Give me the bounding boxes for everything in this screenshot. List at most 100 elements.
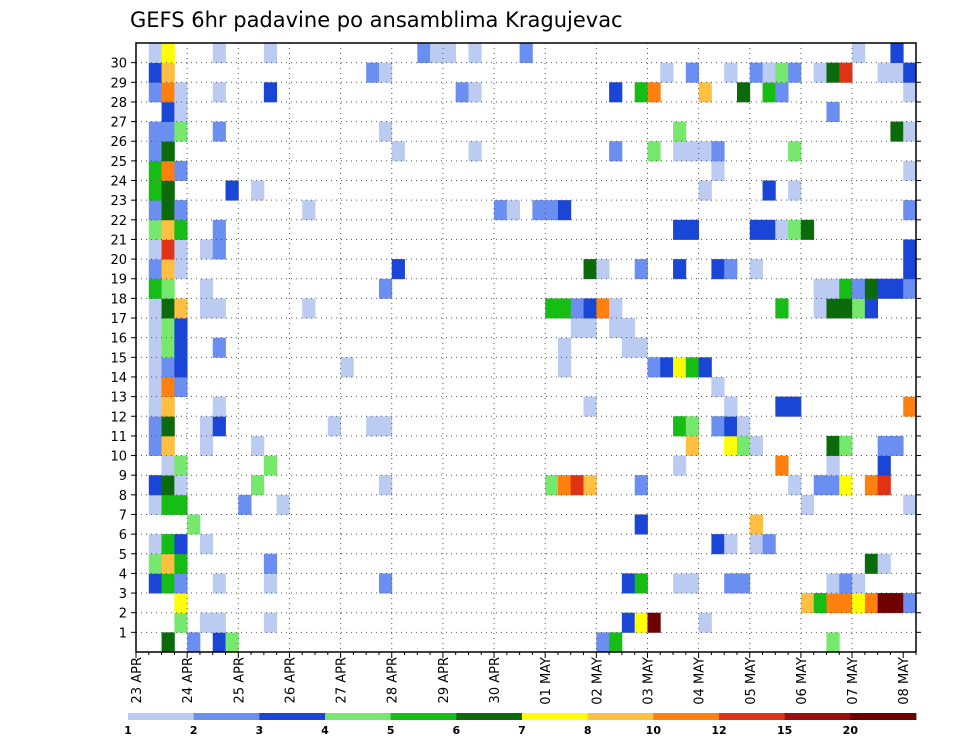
heatmap-cell (749, 534, 763, 555)
heatmap-cell (775, 396, 789, 417)
heatmap-cell (647, 141, 661, 162)
heatmap-cell (174, 593, 188, 614)
heatmap-cell (890, 435, 904, 456)
heatmap-cell (673, 219, 687, 240)
heatmap-cell (161, 219, 175, 240)
heatmap-cell (174, 612, 188, 633)
x-tick-label: 05 MAY (744, 657, 759, 705)
heatmap-cell (161, 455, 175, 476)
heatmap-cell (378, 416, 393, 437)
heatmap-cell (174, 121, 188, 142)
heatmap-cell (212, 632, 226, 653)
heatmap-cell (148, 121, 162, 142)
heatmap-cell (711, 416, 725, 437)
heatmap-cell (455, 82, 469, 103)
heatmap-cell (340, 357, 354, 378)
heatmap-cell (161, 239, 175, 260)
heatmap-cell (174, 494, 188, 515)
heatmap-cell (161, 376, 175, 398)
x-tick-label: 03 MAY (641, 657, 656, 705)
heatmap-cell (302, 298, 316, 319)
y-tick-label: 2 (119, 607, 127, 622)
heatmap-cell (378, 475, 393, 496)
legend-swatch (193, 713, 260, 720)
heatmap-cell (839, 298, 853, 319)
heatmap-cell (800, 593, 815, 614)
heatmap-cell (685, 357, 700, 378)
heatmap-cell (762, 534, 776, 555)
heatmap-cell (749, 219, 763, 240)
heatmap-cell (762, 62, 776, 83)
heatmap-cell (685, 141, 700, 162)
heatmap-cell (212, 219, 226, 240)
heatmap-cell (212, 337, 226, 358)
heatmap-cell (148, 43, 162, 64)
heatmap-cell (174, 160, 188, 181)
heatmap-cell (673, 259, 687, 280)
heatmap-cell (161, 180, 175, 201)
heatmap-cell (263, 612, 278, 633)
heatmap-cell (366, 416, 380, 437)
heatmap-cell (788, 219, 802, 240)
heatmap-cell (736, 416, 751, 437)
heatmap-cell (148, 259, 162, 280)
heatmap-cell (877, 62, 891, 83)
heatmap-cell (788, 62, 802, 83)
heatmap-cell (788, 396, 802, 417)
x-tick-label: 26 APR (283, 657, 298, 703)
heatmap-cell (903, 259, 917, 280)
heatmap-cell (903, 160, 917, 181)
heatmap-cell (890, 43, 904, 64)
y-tick-label: 13 (110, 391, 127, 406)
heatmap-cell (161, 278, 175, 299)
heatmap-cell (148, 200, 162, 221)
legend-label: 10 (646, 724, 662, 737)
heatmap-cell (596, 298, 610, 319)
heatmap-cell (877, 278, 891, 299)
heatmap-cell (903, 396, 917, 417)
heatmap-cell (148, 435, 162, 456)
y-tick-label: 7 (119, 508, 127, 523)
heatmap-cell (366, 62, 380, 83)
heatmap-cell (161, 337, 175, 358)
heatmap-cell (826, 573, 840, 594)
heatmap-cell (148, 376, 162, 398)
legend-label: 12 (711, 724, 726, 737)
heatmap-cell (903, 62, 917, 83)
heatmap-cell (570, 298, 584, 319)
heatmap-cell (775, 219, 789, 240)
heatmap-cell (839, 62, 853, 83)
heatmap-cell (724, 62, 738, 83)
heatmap-cell (762, 180, 776, 201)
heatmap-cell (161, 121, 175, 142)
heatmap-cell (634, 612, 648, 633)
heatmap-cell (148, 298, 162, 319)
x-tick-label: 02 MAY (590, 657, 605, 705)
heatmap-cell (788, 141, 802, 162)
legend-swatch (128, 713, 195, 720)
legend-label: 8 (584, 724, 592, 737)
heatmap-cell (199, 612, 214, 633)
heatmap-cell (161, 43, 175, 64)
heatmap-cell (148, 357, 162, 378)
heatmap-cell (762, 82, 776, 103)
heatmap-cell (839, 278, 853, 299)
heatmap-cell (391, 141, 405, 162)
heatmap-cell (468, 43, 482, 64)
y-tick-label: 30 (110, 57, 127, 72)
heatmap-cell (161, 259, 175, 280)
heatmap-cell (826, 298, 840, 319)
heatmap-cell (903, 239, 917, 260)
y-tick-label: 1 (119, 626, 127, 641)
heatmap-cell (506, 200, 521, 221)
heatmap-cell (187, 632, 201, 653)
heatmap-cell (698, 357, 712, 378)
legend-label: 4 (321, 724, 329, 737)
heatmap-cell (890, 121, 904, 142)
heatmap-cell (826, 632, 840, 653)
heatmap-cell (199, 239, 214, 260)
heatmap-cell (161, 160, 175, 181)
heatmap-cell (698, 180, 712, 201)
heatmap-cell (148, 494, 162, 515)
